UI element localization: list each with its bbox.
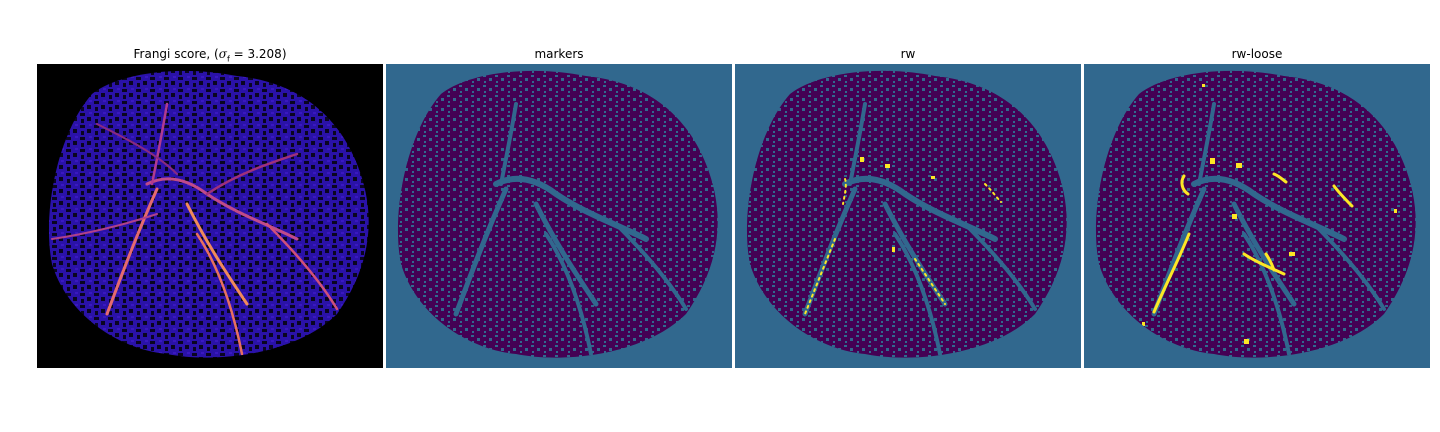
panel-title-rw: rw (900, 47, 916, 61)
rw-image (735, 64, 1081, 368)
rw-image-panel (735, 64, 1081, 368)
panel-title-rw-loose: rw-loose (1231, 47, 1283, 61)
markers-image-panel (386, 64, 732, 368)
panel-title-markers: markers (534, 47, 584, 61)
panel-title-frangi: Frangi score, (σf = 3.208) (133, 47, 287, 64)
frangi-image (37, 64, 383, 368)
frangi-image-panel (37, 64, 383, 368)
rw-loose-image (1084, 64, 1430, 368)
rw-loose-image-panel (1084, 64, 1430, 368)
markers-image (386, 64, 732, 368)
